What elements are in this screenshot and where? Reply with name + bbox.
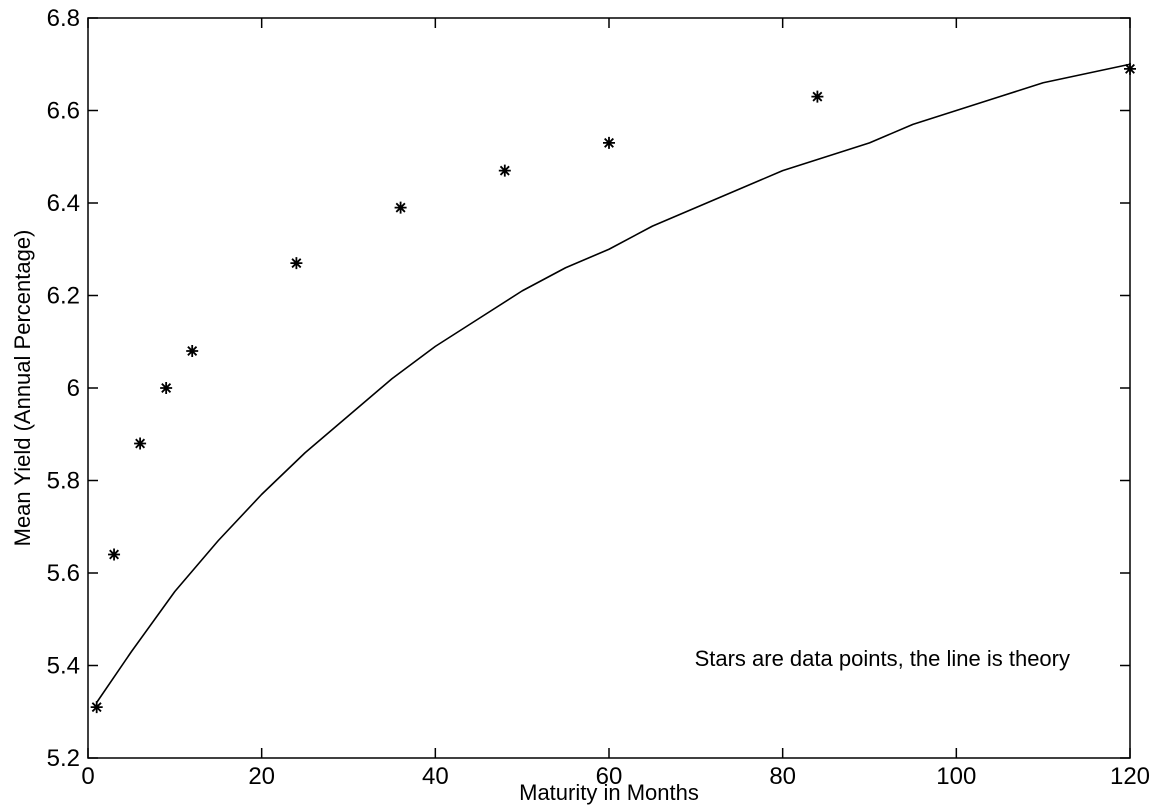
x-axis-title: Maturity in Months (519, 780, 699, 805)
theory-line (96, 63, 1131, 703)
y-tick-label: 5.4 (47, 653, 80, 680)
data-point-star (160, 382, 173, 394)
annotation-text: Stars are data points, the line is theor… (695, 646, 1070, 671)
x-tick-label: 20 (248, 763, 275, 790)
data-point-star (186, 345, 199, 357)
data-point-star (1124, 62, 1136, 75)
data-point-star (603, 136, 615, 149)
y-tick-label: 5.8 (47, 468, 80, 495)
x-tick-label: 40 (422, 763, 449, 790)
data-point-star (90, 701, 103, 714)
x-tick-label: 60 (596, 763, 623, 790)
y-tick-label: 6.2 (47, 283, 80, 310)
theory-line-group (96, 63, 1131, 703)
data-point-star (134, 437, 147, 450)
ticks-group: 0 20 40 60 80 100 120 5.2 5.4 5.6 5.8 6 6.2 6.4 6.6 6.8 (47, 5, 1150, 790)
y-tick-label: 6.8 (47, 5, 80, 32)
x-tick-label: 120 (1110, 763, 1150, 790)
data-point-star (290, 257, 303, 270)
x-tick-label: 0 (81, 763, 94, 790)
data-point-star (498, 164, 511, 177)
y-axis-title: Mean Yield (Annual Percentage) (10, 230, 35, 547)
x-tick-label: 80 (769, 763, 796, 790)
data-point-star (394, 201, 407, 214)
data-points-group (90, 62, 1136, 714)
y-tick-label: 5.2 (47, 745, 80, 772)
y-tick-label: 6.4 (47, 190, 80, 217)
y-tick-label: 6 (67, 375, 80, 402)
data-point-star (811, 90, 824, 103)
x-tick-label: 100 (936, 763, 976, 790)
y-tick-label: 5.6 (47, 560, 80, 587)
y-tick-label: 6.6 (47, 98, 80, 125)
data-point-star (108, 548, 121, 561)
